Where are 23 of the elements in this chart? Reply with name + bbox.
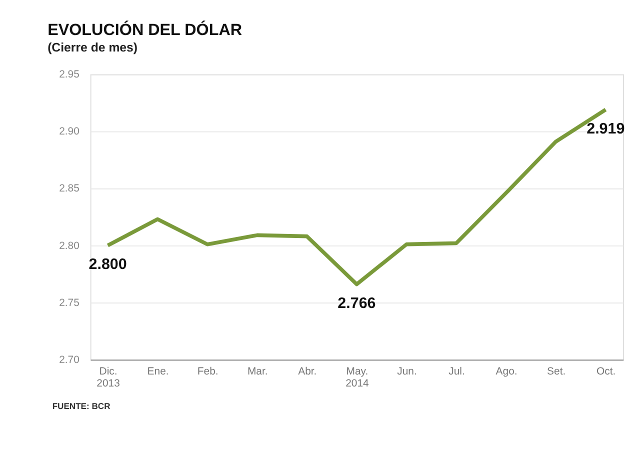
y-tick-label: 2.70 [59,354,80,366]
x-tick-label: May. 2014 [346,366,370,390]
data-label: 2.800 [88,256,127,274]
x-tick-label: Ene. [147,366,169,378]
chart-title: EVOLUCIÓN DEL DÓLAR [48,20,242,40]
x-tick-label: Mar. [247,366,268,378]
y-tick-label: 2.90 [59,126,80,138]
x-tick-label: Oct. [596,366,616,378]
x-tick-label: Feb. [197,366,218,378]
x-tick-label: Dic. 2013 [96,366,120,390]
y-tick-label: 2.95 [59,70,80,81]
x-tick-label: Jun. [397,366,417,378]
y-tick-label: 2.75 [59,298,80,309]
y-tick-label: 2.80 [59,240,80,252]
x-tick-label: Jul. [448,366,465,378]
x-tick-label: Set. [547,366,566,378]
data-label: 2.919 [586,120,625,138]
chart-subtitle: (Cierre de mes) [48,40,138,54]
y-tick-label: 2.85 [59,184,80,195]
x-tick-label: Abr. [298,366,317,378]
source-note: FUENTE: BCR [52,401,110,412]
x-tick-label: Ago. [496,366,518,378]
data-label: 2.766 [338,295,376,312]
